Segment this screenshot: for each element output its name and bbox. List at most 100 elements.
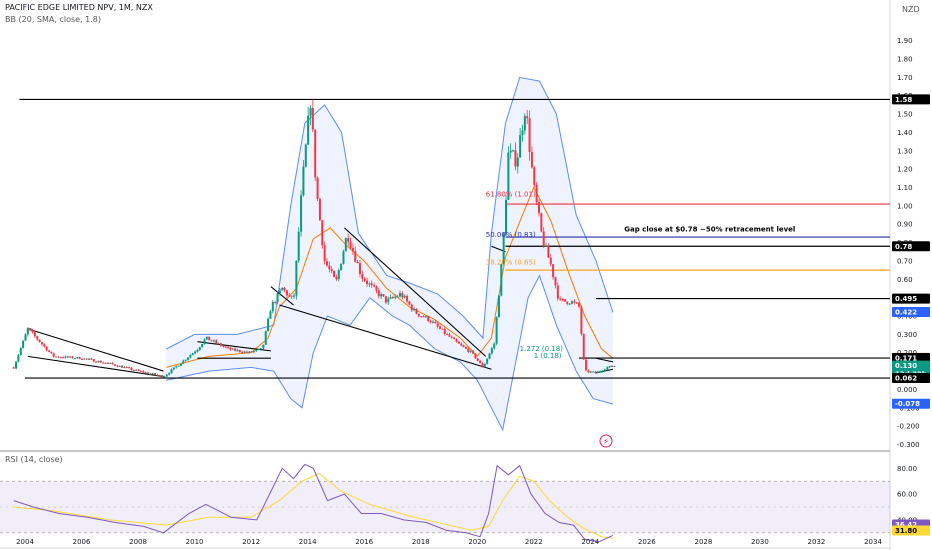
candle-body <box>526 116 529 119</box>
candle-body <box>137 369 140 371</box>
candle-body <box>410 304 413 311</box>
y-tick-label: 0.000 <box>897 386 917 394</box>
candle-body <box>142 371 145 373</box>
candle-body <box>530 152 533 168</box>
candle-body <box>215 340 218 344</box>
candle-body <box>278 290 281 294</box>
candle-body <box>45 346 48 351</box>
candle-body <box>599 371 602 373</box>
candle-body <box>556 285 559 299</box>
y-tick-label: 1.70 <box>897 74 913 82</box>
y-tick-label: 1.20 <box>897 166 913 174</box>
candle-body <box>38 339 41 343</box>
candle-body <box>212 340 215 342</box>
candle-body <box>516 157 519 167</box>
candle-body <box>592 371 595 373</box>
candle-body <box>380 294 383 297</box>
candle-body <box>26 328 29 335</box>
candle-body <box>189 355 192 358</box>
candle-body <box>102 362 105 364</box>
y-tick-label: 1.10 <box>897 184 913 192</box>
candle-body <box>363 278 366 281</box>
bb-fill <box>166 77 613 430</box>
y-tick-label: 0.60 <box>897 276 913 284</box>
candle-body <box>31 330 34 333</box>
candle-body <box>446 333 449 335</box>
candle-body <box>76 357 79 359</box>
tag-box <box>892 241 930 252</box>
price-tag: 0.422 <box>892 306 930 317</box>
candle-body <box>361 274 364 279</box>
candle-body <box>139 370 142 372</box>
trendline <box>279 304 492 370</box>
tag-box <box>892 94 930 105</box>
candle-body <box>267 318 270 332</box>
candle-body <box>295 260 298 296</box>
candle-body <box>344 238 347 252</box>
y-tick-label: 1.00 <box>897 202 913 210</box>
candle-body <box>245 351 248 353</box>
candle-body <box>472 350 475 354</box>
candle-body <box>448 334 451 337</box>
x-tick-label: 2018 <box>412 538 430 546</box>
candle-body <box>587 370 590 373</box>
x-tick-label: 2014 <box>299 538 317 546</box>
candle-body <box>177 365 180 367</box>
candle-body <box>488 353 491 359</box>
lightning-glyph: ⚡ <box>603 437 609 446</box>
candle-body <box>509 150 512 153</box>
x-tick-label: 2034 <box>864 538 882 546</box>
candle-body <box>85 358 88 360</box>
candle-body <box>358 263 361 275</box>
candle-body <box>156 374 159 376</box>
candle-body <box>234 348 237 351</box>
candle-body <box>285 290 288 296</box>
candle-body <box>116 365 119 367</box>
tag-box <box>892 306 930 317</box>
candle-body <box>521 130 524 135</box>
y-tick-label: 1.50 <box>897 111 913 119</box>
candle-body <box>507 152 510 200</box>
candle-body <box>92 359 95 362</box>
candle-body <box>274 301 277 303</box>
candle-body <box>333 270 336 277</box>
candle-body <box>125 367 128 369</box>
tag-label: 31.80 <box>895 527 917 535</box>
candle-body <box>366 280 369 284</box>
candle-body <box>113 364 116 366</box>
candle-body <box>229 347 232 350</box>
candle-body <box>290 295 293 297</box>
candle-body <box>231 348 234 350</box>
candle-body <box>401 293 404 298</box>
x-tick-label: 2010 <box>186 538 204 546</box>
candle-body <box>104 362 107 364</box>
candle-body <box>373 285 376 287</box>
candle-body <box>342 251 345 264</box>
candle-body <box>500 264 503 296</box>
rsi-tick-label: 80.00 <box>897 465 917 473</box>
candle-body <box>351 247 354 252</box>
candle-body <box>387 298 390 303</box>
bb-legend: BB (20, SMA, close, 1.8) <box>5 15 101 24</box>
y-tick-label: 0.70 <box>897 257 913 265</box>
tag-box <box>892 353 930 364</box>
candle-body <box>168 373 171 375</box>
annotations: Gap close at $0.78 ~50% retracement leve… <box>486 191 795 448</box>
tag-box <box>892 525 930 536</box>
candle-body <box>236 350 239 352</box>
x-tick-label: 2008 <box>129 538 147 546</box>
tag-label: 0.78 <box>895 243 912 251</box>
trendline <box>344 227 487 357</box>
candle-body <box>589 371 592 373</box>
candle-body <box>149 373 152 375</box>
candle-body <box>439 326 442 329</box>
candle-body <box>542 231 545 247</box>
candle-body <box>497 295 500 318</box>
candle-body <box>420 316 423 318</box>
candle-body <box>222 345 225 347</box>
candle-body <box>528 118 531 153</box>
candle-body <box>594 371 597 373</box>
candle-body <box>187 357 190 360</box>
candle-body <box>417 313 420 317</box>
